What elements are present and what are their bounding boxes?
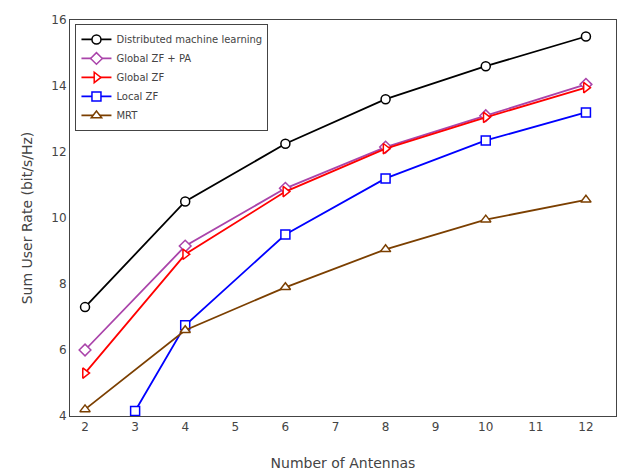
svg-text:11: 11 xyxy=(528,420,543,434)
svg-text:8: 8 xyxy=(382,420,390,434)
svg-text:Sum User Rate (bit/s/Hz): Sum User Rate (bit/s/Hz) xyxy=(19,132,35,305)
svg-text:5: 5 xyxy=(231,420,239,434)
svg-text:14: 14 xyxy=(51,79,66,93)
svg-text:MRT: MRT xyxy=(116,110,138,121)
svg-text:Global ZF + PA: Global ZF + PA xyxy=(116,53,191,64)
svg-text:4: 4 xyxy=(181,420,189,434)
svg-text:9: 9 xyxy=(432,420,440,434)
svg-text:12: 12 xyxy=(51,145,66,159)
svg-text:4: 4 xyxy=(59,409,67,423)
svg-text:Global ZF: Global ZF xyxy=(116,72,164,83)
svg-text:Number of Antennas: Number of Antennas xyxy=(271,455,416,471)
svg-text:3: 3 xyxy=(131,420,139,434)
svg-text:10: 10 xyxy=(478,420,493,434)
svg-text:8: 8 xyxy=(59,277,67,291)
svg-text:6: 6 xyxy=(59,343,67,357)
svg-text:Distributed machine learning: Distributed machine learning xyxy=(116,34,262,45)
svg-text:6: 6 xyxy=(282,420,290,434)
svg-text:2: 2 xyxy=(81,420,89,434)
svg-text:16: 16 xyxy=(51,13,66,27)
svg-text:Local ZF: Local ZF xyxy=(116,91,158,102)
svg-text:12: 12 xyxy=(578,420,593,434)
svg-text:10: 10 xyxy=(51,211,66,225)
svg-text:7: 7 xyxy=(332,420,340,434)
